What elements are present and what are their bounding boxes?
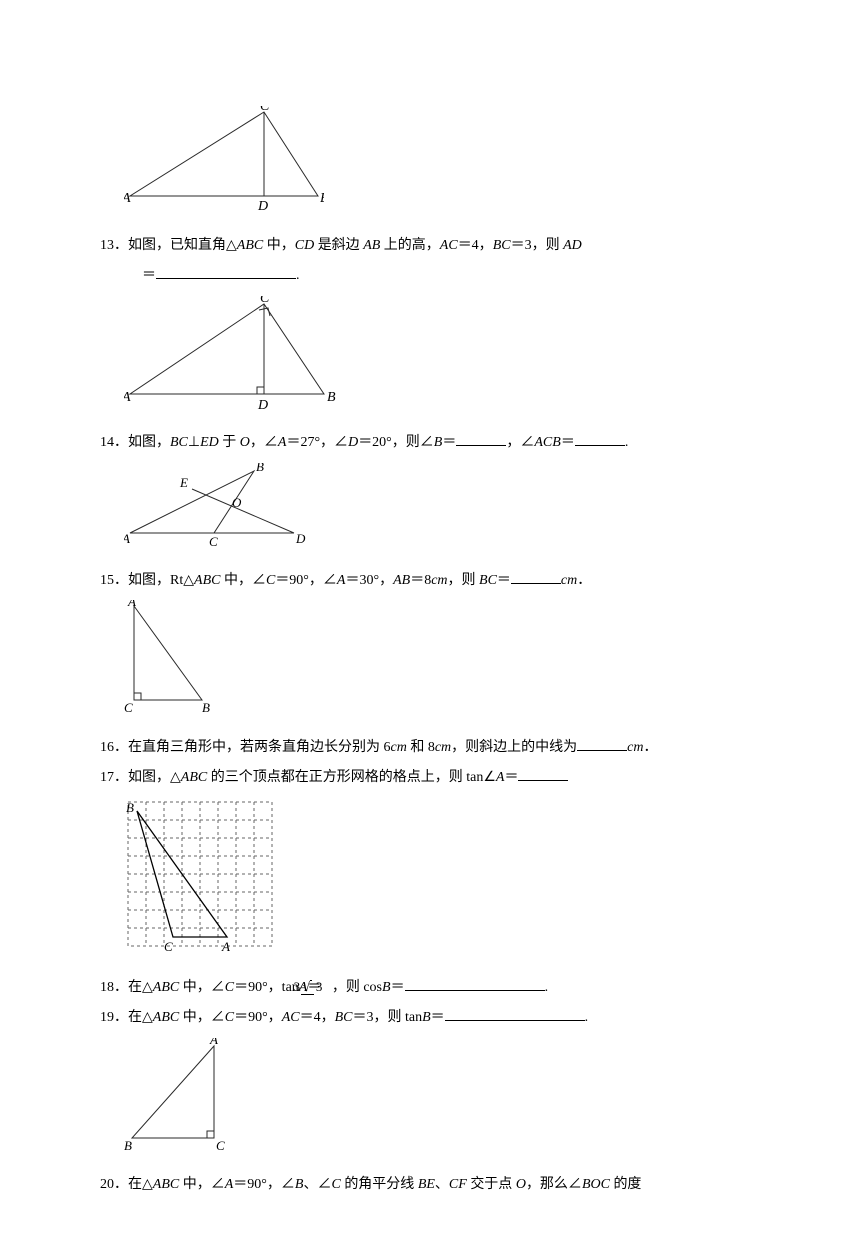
figure-q14: A C D B E O (124, 463, 760, 562)
svg-text:D: D (295, 531, 306, 546)
svg-text:D: D (257, 199, 268, 214)
q18-blank (405, 977, 545, 991)
svg-text:E: E (179, 475, 188, 490)
q14-blank-1 (456, 432, 506, 446)
triangle-intersecting-lines: A C D B E O (124, 463, 309, 551)
svg-text:B: B (126, 800, 134, 815)
triangle-abc-d-top: A B C D (124, 106, 324, 216)
triangle-abc-d-altitude: A B C D (124, 296, 339, 414)
svg-text:A: A (124, 390, 131, 405)
figure-q17: B C A (124, 798, 760, 969)
question-13: 13．如图，已知直角△ABC 中，CD 是斜边 AB 上的高，AC＝4，BC＝3… (100, 233, 760, 260)
svg-text:C: C (260, 296, 270, 306)
svg-text:B: B (327, 390, 336, 405)
svg-text:C: C (209, 534, 218, 549)
svg-text:C: C (216, 1138, 225, 1153)
q13-blank (156, 265, 296, 279)
figure-q15: A C B (124, 600, 760, 729)
svg-text:O: O (232, 495, 242, 510)
q17-blank (518, 767, 568, 781)
svg-text:B: B (124, 1138, 132, 1153)
figure-q19: A B C (124, 1038, 760, 1167)
q15-blank (511, 570, 561, 584)
question-13-line2: ＝. (100, 263, 760, 290)
question-16: 16．在直角三角形中，若两条直角边长分别为 6cm 和 8cm，则斜边上的中线为… (100, 735, 760, 762)
q20-number: 20 (100, 1177, 114, 1192)
grid-triangle: B C A (124, 798, 284, 958)
q13-number: 13 (100, 238, 114, 253)
question-19: 19．在△ABC 中，∠C＝90°，AC＝4，BC＝3，则 tanB＝. (100, 1005, 760, 1032)
svg-text:C: C (164, 939, 173, 954)
svg-text:C: C (260, 106, 270, 114)
fraction-sqrt3-over-3: √33 (321, 980, 332, 994)
svg-text:A: A (209, 1038, 218, 1047)
svg-text:C: C (124, 700, 133, 715)
q19-number: 19 (100, 1010, 114, 1025)
question-17: 17．如图，△ABC 的三个顶点都在正方形网格的格点上，则 tan∠A＝ (100, 765, 760, 792)
q14-number: 14 (100, 435, 114, 450)
right-triangle-bca: A B C (124, 1038, 239, 1156)
figure-q13: A B C D (124, 296, 760, 425)
question-20: 20．在△ABC 中，∠A＝90°，∠B、∠C 的角平分线 BE、CF 交于点 … (100, 1172, 760, 1199)
svg-text:B: B (256, 463, 264, 474)
question-18: 18．在△ABC 中，∠C＝90°，tanA＝√33，则 cosB＝. (100, 975, 760, 1002)
svg-text:A: A (127, 600, 136, 609)
q19-blank (445, 1007, 585, 1021)
svg-text:A: A (124, 531, 130, 546)
q17-number: 17 (100, 770, 114, 785)
question-14: 14．如图，BC⊥ED 于 O，∠A＝27°，∠D＝20°，则∠B＝，∠ACB＝… (100, 430, 760, 457)
figure-top: A B C D (124, 106, 760, 227)
q15-number: 15 (100, 573, 114, 588)
svg-text:A: A (221, 939, 230, 954)
svg-text:D: D (257, 398, 268, 413)
q16-blank (577, 737, 627, 751)
q18-number: 18 (100, 980, 114, 995)
svg-text:B: B (320, 191, 324, 206)
svg-text:B: B (202, 700, 210, 715)
right-triangle-acb: A C B (124, 600, 219, 718)
q14-blank-2 (575, 432, 625, 446)
question-15: 15．如图，Rt△ABC 中，∠C＝90°，∠A＝30°，AB＝8cm，则 BC… (100, 568, 760, 595)
q16-number: 16 (100, 740, 114, 755)
svg-text:A: A (124, 191, 131, 206)
